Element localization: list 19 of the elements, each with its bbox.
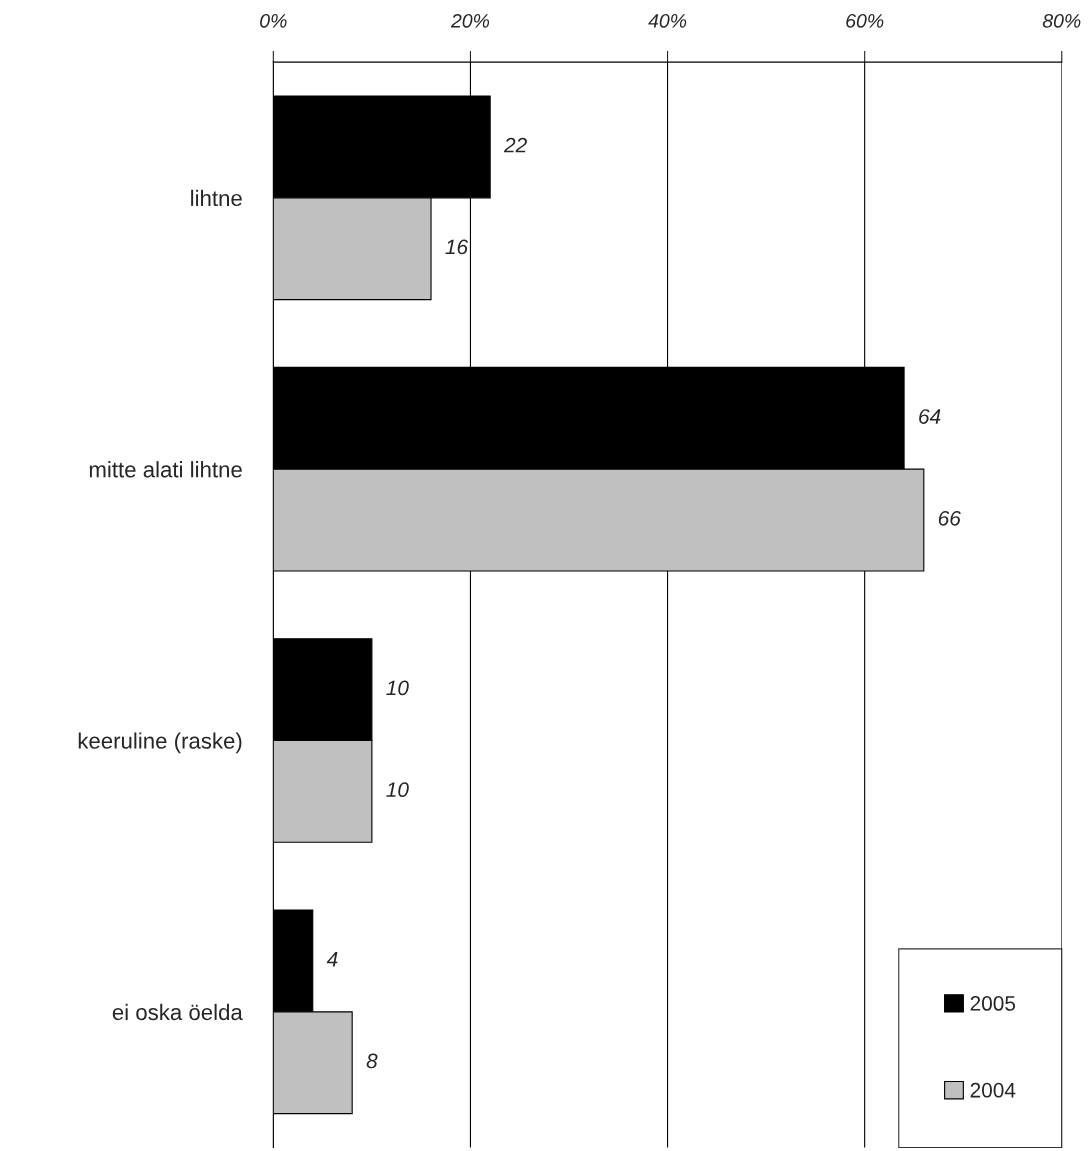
x-tick-label: 60%	[846, 13, 884, 28]
x-tick-label: 0%	[260, 13, 287, 28]
x-tick-label: 40%	[648, 13, 687, 28]
data-label: 8	[366, 1053, 378, 1069]
data-label: 10	[386, 782, 409, 797]
legend-label: 2004	[970, 1082, 1016, 1098]
data-label: 64	[919, 409, 941, 424]
y-tick-label: lihtne	[191, 189, 242, 207]
data-label: 10	[386, 680, 409, 696]
data-label: 4	[326, 952, 338, 967]
legend-label: 2005	[970, 996, 1016, 1011]
data-label: 16	[445, 239, 469, 255]
data-label: 22	[503, 137, 527, 153]
y-tick-label: ei oska öelda	[112, 1003, 243, 1021]
y-tick-label: keeruline (raske)	[78, 732, 242, 754]
data-label: 66	[938, 510, 961, 526]
x-tick-label: 80%	[1042, 13, 1081, 28]
x-tick-label: 20%	[450, 13, 490, 28]
y-tick-label: mitte alati lihtne	[89, 461, 242, 478]
